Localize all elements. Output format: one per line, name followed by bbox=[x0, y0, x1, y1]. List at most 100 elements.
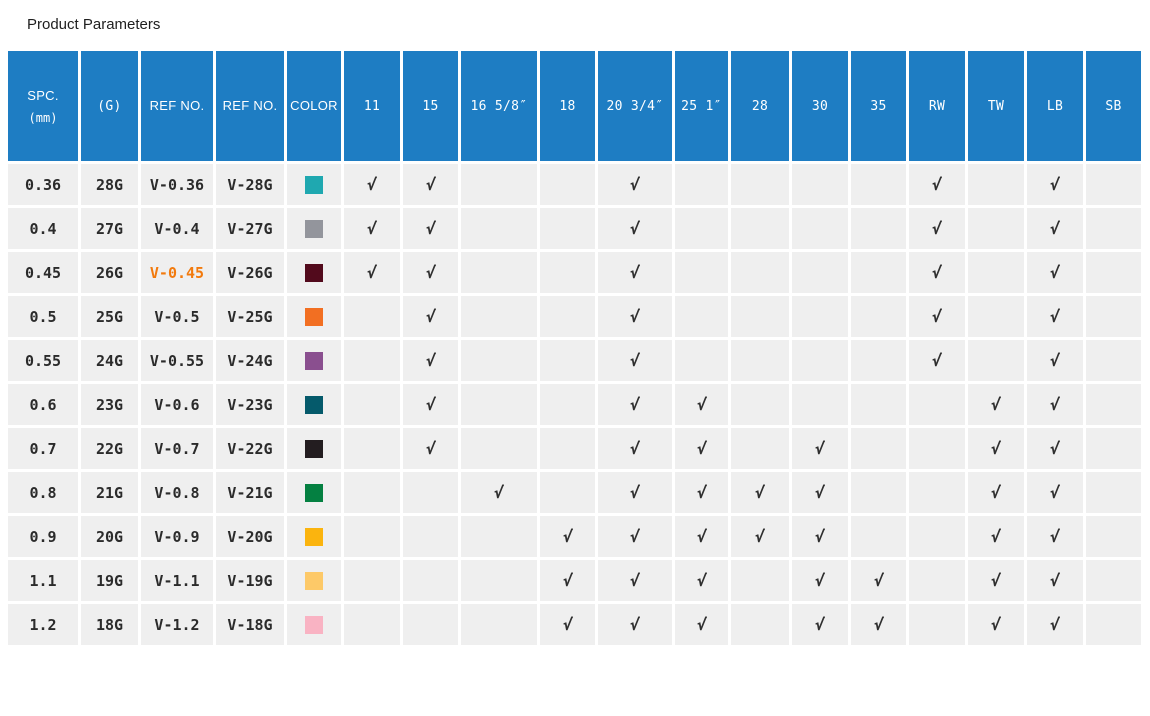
availability-cell-c15: √ bbox=[403, 208, 458, 249]
column-header-rw: RW bbox=[909, 51, 965, 161]
column-header-label: 30 bbox=[811, 99, 829, 114]
ref-no-cell: V-0.36 bbox=[141, 164, 213, 205]
check-mark: √ bbox=[1049, 615, 1061, 634]
color-cell bbox=[287, 516, 341, 557]
column-header-label: REF NO. bbox=[149, 98, 205, 113]
column-header-label: TW bbox=[987, 99, 1005, 114]
gauge-cell: 19G bbox=[81, 560, 138, 601]
availability-cell-sb bbox=[1086, 252, 1141, 293]
availability-cell-rw bbox=[909, 560, 965, 601]
availability-cell-tw bbox=[968, 164, 1024, 205]
availability-cell-c20: √ bbox=[598, 208, 672, 249]
ref-no-2-cell: V-18G bbox=[216, 604, 284, 645]
availability-cell-c15: √ bbox=[403, 340, 458, 381]
availability-cell-c16 bbox=[461, 164, 537, 205]
availability-cell-c11 bbox=[344, 560, 400, 601]
gauge-cell: 22G bbox=[81, 428, 138, 469]
check-mark: √ bbox=[561, 571, 574, 590]
ref-no-link-current[interactable]: V-0.45 bbox=[141, 252, 213, 293]
spc-cell: 0.7 bbox=[8, 428, 78, 469]
availability-cell-tw: √ bbox=[968, 472, 1024, 513]
availability-cell-c28 bbox=[731, 604, 789, 645]
availability-cell-c25 bbox=[675, 164, 728, 205]
column-header-label: SB bbox=[1105, 99, 1122, 114]
check-mark: √ bbox=[424, 439, 437, 458]
column-header-c30: 30 bbox=[792, 51, 848, 161]
availability-cell-c28: √ bbox=[731, 516, 789, 557]
availability-cell-c11 bbox=[344, 428, 400, 469]
check-mark: √ bbox=[1049, 351, 1061, 370]
ref-no-cell: V-1.2 bbox=[141, 604, 213, 645]
availability-cell-rw: √ bbox=[909, 164, 965, 205]
availability-cell-c11 bbox=[344, 472, 400, 513]
column-header-c20: 20 3/4″ bbox=[598, 51, 672, 161]
check-mark: √ bbox=[366, 263, 378, 282]
column-header-label: 15 bbox=[422, 99, 439, 114]
availability-cell-c18 bbox=[540, 296, 595, 337]
availability-cell-c16 bbox=[461, 208, 537, 249]
availability-cell-c18 bbox=[540, 208, 595, 249]
table-row: 0.45 26G V-0.45 V-26G √ √ √ √ √ bbox=[8, 252, 1141, 293]
availability-cell-sb bbox=[1086, 296, 1141, 337]
column-header-label: 20 3/4″ bbox=[606, 99, 664, 114]
availability-cell-c15: √ bbox=[403, 164, 458, 205]
availability-cell-c28 bbox=[731, 164, 789, 205]
ref-no-cell: V-1.1 bbox=[141, 560, 213, 601]
availability-cell-c11 bbox=[344, 296, 400, 337]
availability-cell-c30: √ bbox=[792, 604, 848, 645]
availability-cell-c15: √ bbox=[403, 384, 458, 425]
availability-cell-c11 bbox=[344, 384, 400, 425]
ref-no-cell: V-0.55 bbox=[141, 340, 213, 381]
ref-no-cell: V-0.9 bbox=[141, 516, 213, 557]
availability-cell-tw: √ bbox=[968, 560, 1024, 601]
color-swatch-black bbox=[305, 439, 323, 458]
availability-cell-lb: √ bbox=[1027, 208, 1083, 249]
ref-no-2-cell: V-22G bbox=[216, 428, 284, 469]
ref-no-cell: V-0.8 bbox=[141, 472, 213, 513]
column-header-c15: 15 bbox=[403, 51, 458, 161]
availability-cell-c16 bbox=[461, 252, 537, 293]
column-header-lb: LB bbox=[1027, 51, 1083, 161]
availability-cell-c15: √ bbox=[403, 252, 458, 293]
availability-cell-c20: √ bbox=[598, 164, 672, 205]
color-swatch-purple bbox=[305, 351, 323, 370]
availability-cell-c30 bbox=[792, 252, 848, 293]
availability-cell-c28 bbox=[731, 560, 789, 601]
check-mark: √ bbox=[629, 527, 641, 546]
spc-cell: 0.55 bbox=[8, 340, 78, 381]
availability-cell-c20: √ bbox=[598, 340, 672, 381]
check-mark: √ bbox=[629, 351, 641, 370]
column-header-sublabel: (mm) bbox=[28, 111, 58, 125]
check-mark: √ bbox=[629, 615, 641, 634]
ref-no-2-cell: V-21G bbox=[216, 472, 284, 513]
availability-cell-rw bbox=[909, 604, 965, 645]
color-cell bbox=[287, 164, 341, 205]
color-cell bbox=[287, 384, 341, 425]
availability-cell-c11 bbox=[344, 340, 400, 381]
check-mark: √ bbox=[931, 351, 943, 370]
check-mark: √ bbox=[990, 527, 1002, 546]
availability-cell-c15 bbox=[403, 604, 458, 645]
table-row: 0.4 27G V-0.4 V-27G √ √ √ √ √ bbox=[8, 208, 1141, 249]
check-mark: √ bbox=[814, 439, 826, 458]
table-row: 0.9 20G V-0.9 V-20G √ √ √ √ √ √ √ bbox=[8, 516, 1141, 557]
availability-cell-c28: √ bbox=[731, 472, 789, 513]
ref-no-2-cell: V-23G bbox=[216, 384, 284, 425]
availability-cell-c25 bbox=[675, 208, 728, 249]
check-mark: √ bbox=[629, 395, 641, 414]
check-mark: √ bbox=[1049, 395, 1061, 414]
availability-cell-c25 bbox=[675, 340, 728, 381]
column-header-c11: 11 bbox=[344, 51, 400, 161]
color-cell bbox=[287, 604, 341, 645]
column-header-tw: TW bbox=[968, 51, 1024, 161]
availability-cell-sb bbox=[1086, 208, 1141, 249]
gauge-cell: 27G bbox=[81, 208, 138, 249]
column-header-label: REF NO. bbox=[222, 98, 278, 113]
availability-cell-c11: √ bbox=[344, 208, 400, 249]
availability-cell-lb: √ bbox=[1027, 516, 1083, 557]
check-mark: √ bbox=[814, 615, 826, 634]
column-header-label: 18 bbox=[559, 99, 576, 114]
check-mark: √ bbox=[814, 483, 826, 502]
availability-cell-c28 bbox=[731, 384, 789, 425]
check-mark: √ bbox=[629, 571, 641, 590]
